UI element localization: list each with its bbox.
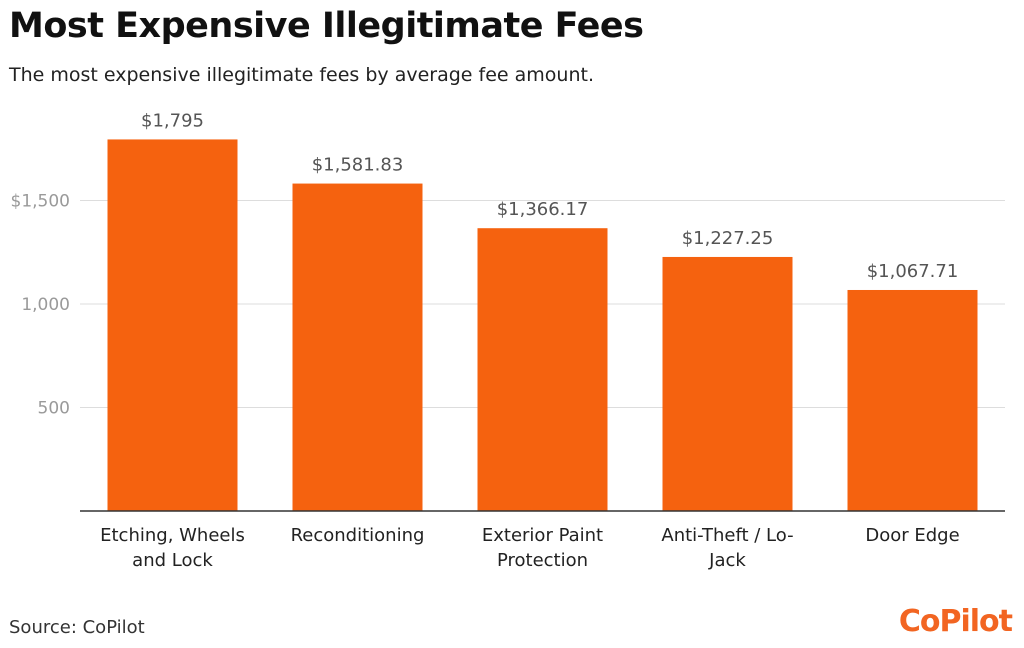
category-label: Exterior Paint [482, 525, 603, 546]
category-label: Etching, Wheels [100, 525, 245, 546]
copilot-logo: CoPilot [898, 604, 1013, 639]
value-label: $1,581.83 [312, 155, 404, 176]
category-label: Anti-Theft / Lo- [661, 525, 793, 546]
bar [662, 256, 793, 511]
chart-title: Most Expensive Illegitimate Fees [9, 6, 644, 46]
source-note: Source: CoPilot [9, 617, 145, 638]
bar [107, 139, 238, 511]
value-label: $1,067.71 [867, 261, 959, 282]
bar [292, 183, 423, 511]
value-label: $1,366.17 [497, 199, 589, 220]
category-label: and Lock [132, 550, 213, 571]
category-label: Jack [708, 550, 746, 571]
y-tick-label: $1,500 [11, 192, 70, 212]
value-label: $1,795 [141, 110, 204, 131]
value-label: $1,227.25 [682, 228, 774, 249]
y-tick-label: 500 [38, 399, 70, 419]
chart-subtitle: The most expensive illegitimate fees by … [9, 64, 594, 86]
category-label: Protection [497, 550, 588, 571]
bar [847, 289, 978, 511]
y-tick-label: 1,000 [21, 295, 70, 315]
category-label: Door Edge [865, 525, 959, 546]
bar [477, 228, 608, 511]
category-label: Reconditioning [291, 525, 425, 546]
